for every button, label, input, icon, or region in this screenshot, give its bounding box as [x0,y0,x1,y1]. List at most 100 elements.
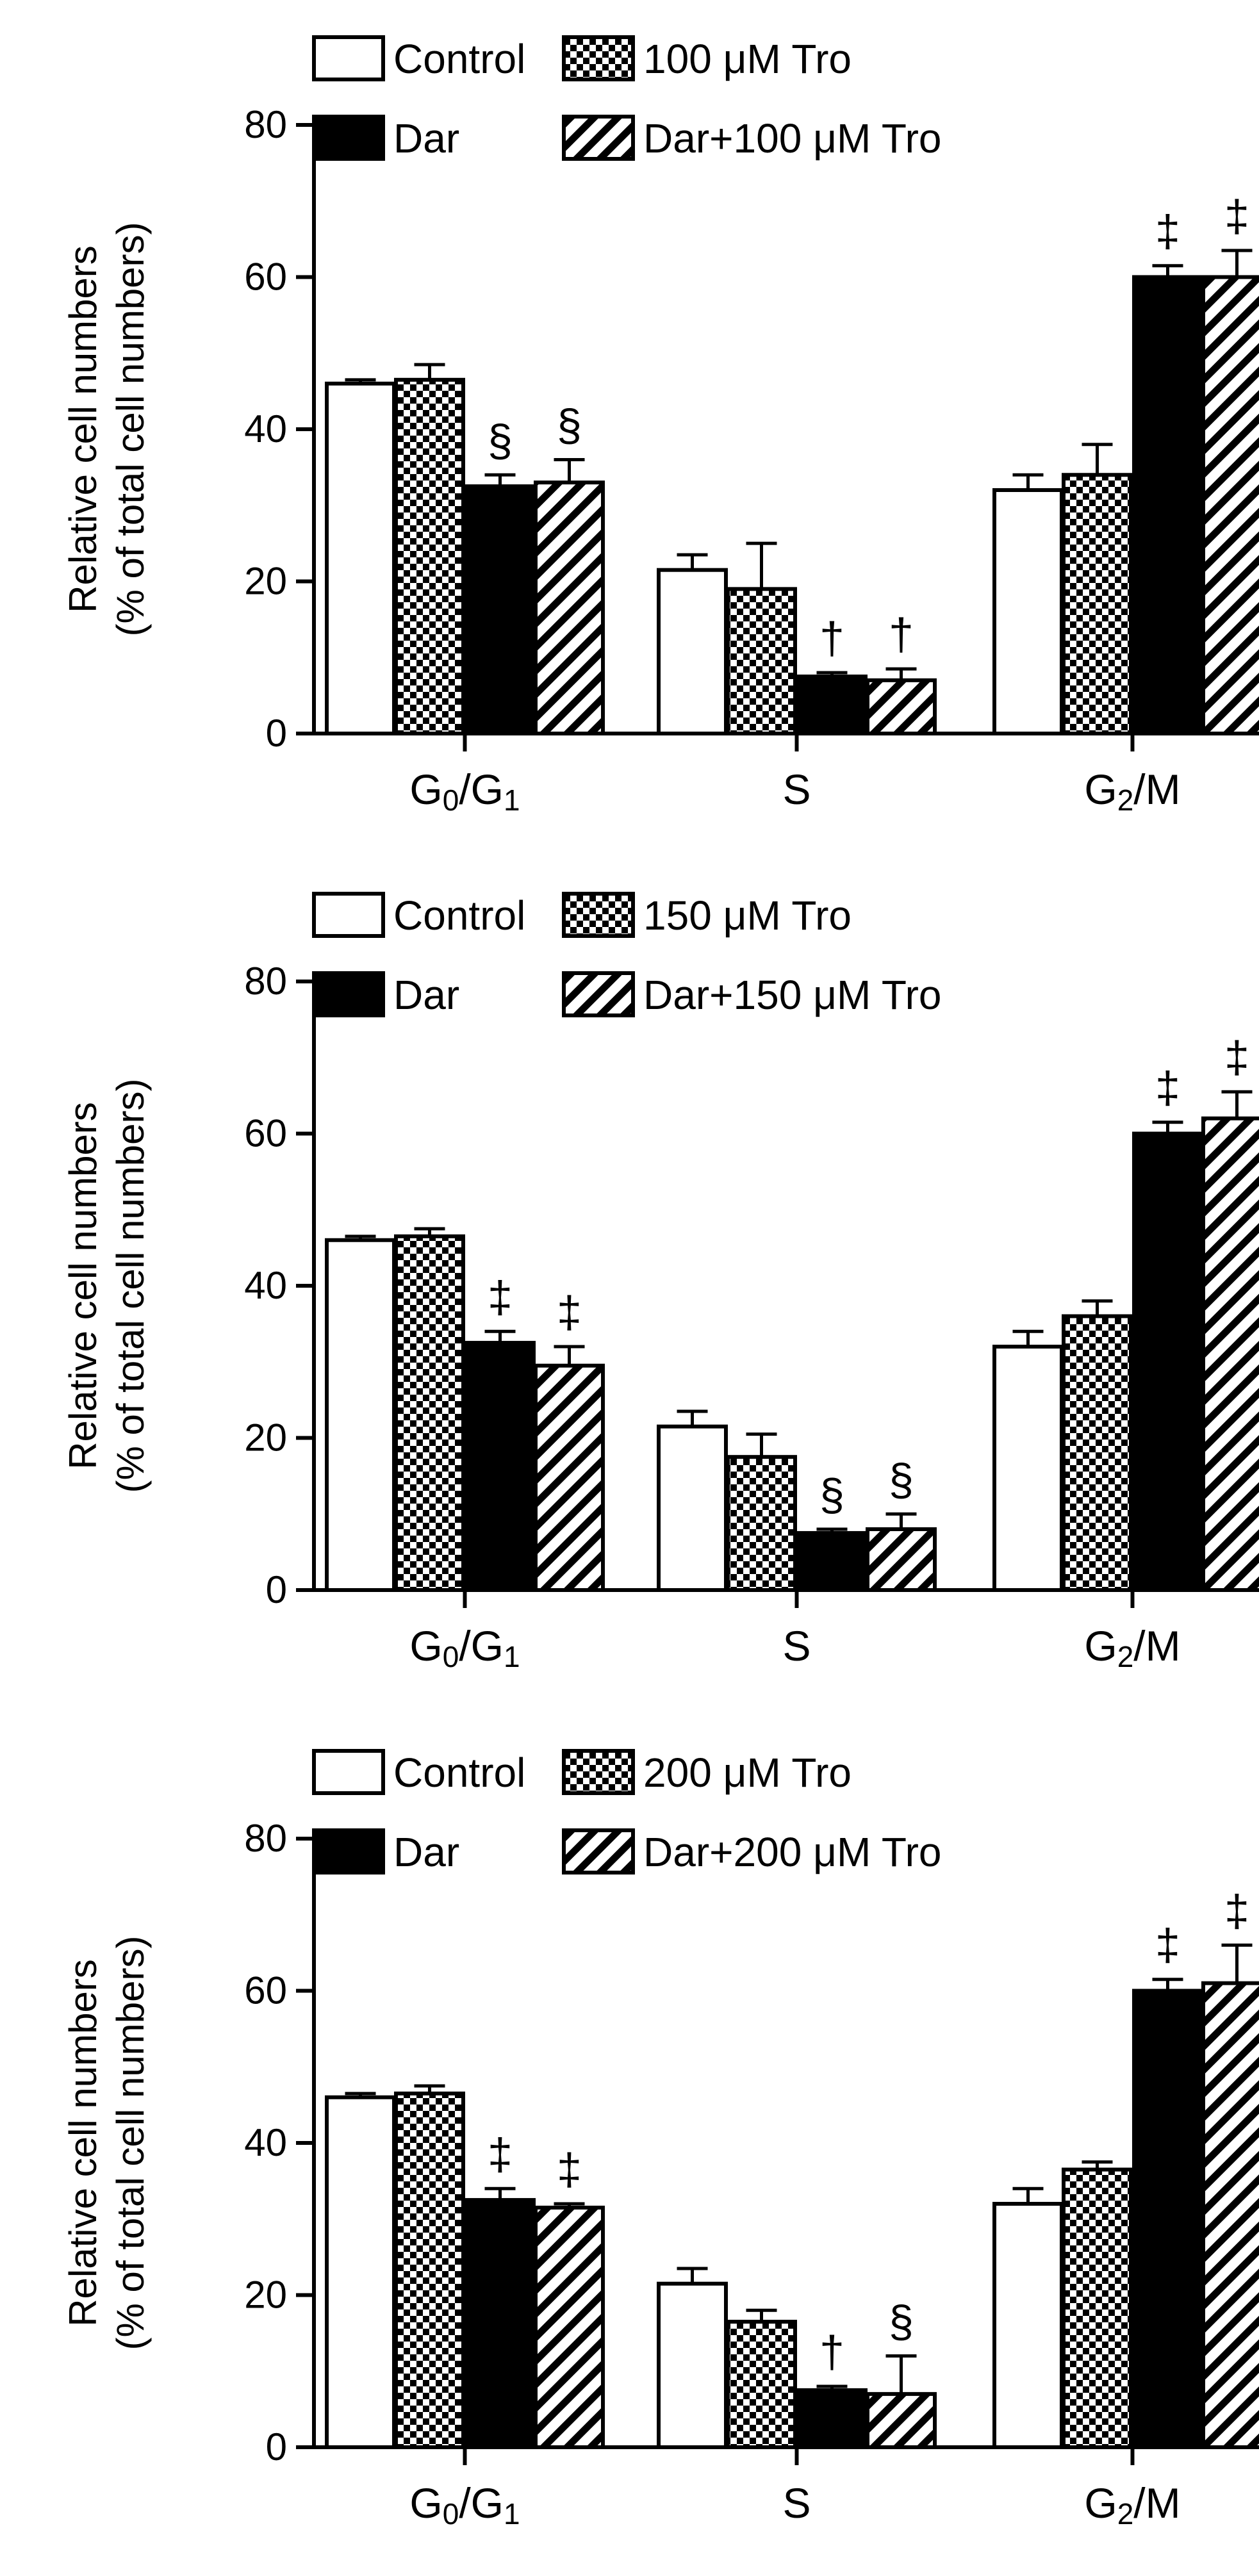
y-tick-label: 20 [244,2274,287,2317]
bar [325,1238,396,1592]
x-group-label: S [782,1622,811,1669]
significance-mark: ‡ [488,2129,513,2179]
significance-mark: ‡ [1224,1885,1249,1935]
y-tick-label: 0 [266,712,287,755]
y-axis-label-line1: Relative cell numbers [62,245,104,613]
y-tick-label: 0 [266,1568,287,1611]
bar [992,488,1064,735]
legend-swatch [562,1749,635,1795]
legend-label: Control [393,1750,525,1796]
bar [866,678,937,735]
significance-mark: § [557,400,582,450]
bar [325,2095,396,2449]
bar [726,1455,797,1592]
significance-mark: § [889,1454,914,1504]
legend-label: 200 μM Tro [643,1750,852,1796]
bar [1132,275,1203,735]
legend-label: Control [393,892,525,939]
bar [1062,2167,1133,2449]
bar [1201,1981,1259,2449]
bar [796,2388,868,2449]
x-group-label: G2/M [1084,1622,1180,1673]
legend-swatch [312,115,385,161]
y-tick-label: 40 [244,1264,287,1307]
x-group-label: G0/G1 [409,766,520,817]
bar [1132,1989,1203,2449]
y-axis-label-line1: Relative cell numbers [62,1102,104,1470]
legend-swatch [312,892,385,938]
y-axis-label-line2: (% of total cell numbers) [109,1079,152,1493]
bar [657,1424,728,1592]
legend-label: Dar+200 μM Tro [643,1829,942,1875]
significance-mark: † [819,613,844,663]
chart-panel-top: Relative cell numbers (% of total cell nu… [62,35,1259,817]
y-tick-label: 20 [244,560,287,603]
y-tick-label: 20 [244,1416,287,1459]
x-group-label: S [782,766,811,813]
legend-swatch [562,1828,635,1875]
legend-swatch [562,971,635,1017]
bar [534,480,605,735]
significance-mark: † [819,2327,844,2377]
significance-mark: § [819,1470,844,1520]
bar [1062,1314,1133,1592]
chart-panel-bottom: Relative cell numbers (% of total cell nu… [62,1749,1259,2531]
bar [394,1234,465,1592]
legend-label: Dar+150 μM Tro [643,972,942,1018]
significance-mark: ‡ [557,2144,582,2194]
bar [866,2391,937,2449]
significance-mark: ‡ [1155,1063,1180,1113]
legend-swatch [562,892,635,938]
bar [657,2281,728,2449]
y-tick-label: 60 [244,1969,287,2012]
bar [325,381,396,735]
bar [657,568,728,735]
bar [992,2202,1064,2449]
legend-swatch [312,1828,385,1875]
bar [465,484,536,735]
bar [992,1345,1064,1592]
significance-mark: ‡ [1224,191,1249,241]
y-tick-label: 60 [244,256,287,299]
y-axis-label-line1: Relative cell numbers [62,1959,104,2327]
x-group-label: S [782,2479,811,2527]
significance-mark: ‡ [1224,1032,1249,1082]
y-axis-label-line2: (% of total cell numbers) [109,1936,152,2350]
x-group-label: G0/G1 [409,1622,520,1673]
y-tick-label: 60 [244,1112,287,1155]
legend-label: 150 μM Tro [643,892,852,939]
bar [796,674,868,735]
bar [1062,473,1133,735]
legend-swatch [562,115,635,161]
y-axis-label: Relative cell numbers (% of total cell nu… [62,1079,152,1493]
legend-label: Dar [393,1829,459,1875]
bar [866,1527,937,1592]
legend-swatch [312,35,385,81]
y-tick-label: 80 [244,960,287,1003]
significance-mark: ‡ [1155,206,1180,256]
y-axis-label-line2: (% of total cell numbers) [109,222,152,637]
bar [1201,275,1259,735]
chart-panel-middle: Relative cell numbers (% of total cell nu… [62,892,1259,1673]
y-tick-label: 40 [244,407,287,450]
bar [1201,1116,1259,1592]
legend-label: Dar [393,115,459,161]
bar [726,2320,797,2449]
bar [394,2091,465,2449]
bar [534,2205,605,2449]
significance-mark: † [889,609,914,659]
legend-label: Dar [393,972,459,1018]
bar [465,2198,536,2449]
significance-mark: ‡ [1155,1920,1180,1970]
bar [465,1341,536,1592]
bar [1132,1131,1203,1592]
bar [726,587,797,735]
y-tick-label: 40 [244,2121,287,2164]
significance-mark: § [889,2297,914,2347]
legend-label: 100 μM Tro [643,36,852,82]
y-tick-label: 80 [244,103,287,146]
x-group-label: G0/G1 [409,2479,520,2531]
bar [394,377,465,735]
significance-mark: ‡ [488,1272,513,1322]
